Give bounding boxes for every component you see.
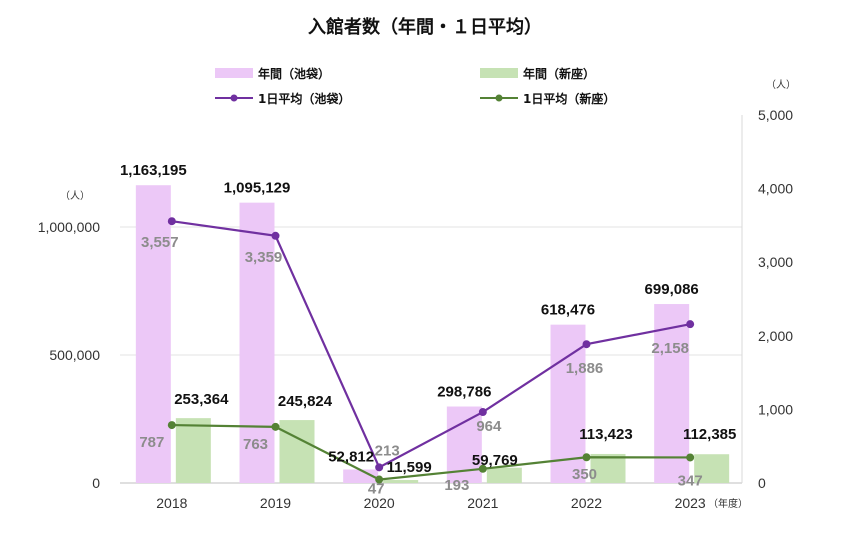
- left-axis-ticks: 0 500,000 1,000,000: [38, 219, 101, 491]
- label-annual-ikebukuro: 298,786: [437, 384, 491, 401]
- point-ikebukuro-2019: [271, 231, 280, 240]
- label-annual-niiza: 253,364: [174, 391, 229, 408]
- bars: [135, 185, 730, 483]
- legend-marker-ikebukuro-daily: [230, 94, 238, 102]
- x-tick-label: 2019: [260, 495, 291, 511]
- point-niiza-2023: [686, 453, 695, 462]
- label-annual-ikebukuro: 618,476: [541, 302, 595, 319]
- right-tick-label: 3,000: [758, 254, 793, 270]
- point-niiza-2019: [271, 422, 280, 431]
- legend: 年間（池袋） 年間（新座） 1日平均（池袋） 1日平均（新座）: [215, 66, 615, 106]
- x-tick-label: 2023: [675, 495, 706, 511]
- point-ikebukuro-2020: [375, 463, 384, 472]
- legend-marker-niiza-daily: [495, 94, 503, 102]
- x-tick-label: 2021: [467, 495, 498, 511]
- point-ikebukuro-2022: [582, 340, 591, 349]
- chart-title: 入館者数（年間・１日平均）: [308, 16, 542, 38]
- right-axis-ticks: 0 1,000 2,000 3,000 4,000 5,000: [758, 107, 793, 491]
- label-daily-ikebukuro: 1,886: [566, 360, 604, 377]
- label-daily-niiza: 350: [572, 466, 597, 483]
- label-daily-niiza: 787: [139, 434, 164, 451]
- label-annual-niiza: 11,599: [387, 459, 432, 476]
- label-daily-ikebukuro: 213: [375, 442, 400, 459]
- label-daily-ikebukuro: 964: [476, 418, 502, 435]
- point-niiza-2018: [167, 421, 176, 430]
- right-tick-label: 2,000: [758, 328, 793, 344]
- lines: [167, 217, 695, 484]
- left-tick-label: 500,000: [49, 347, 100, 363]
- line-ikebukuro-daily: [171, 220, 691, 469]
- label-annual-niiza: 59,769: [472, 452, 518, 469]
- legend-label-niiza-annual: 年間（新座）: [523, 66, 595, 81]
- bar-niiza-2019: [279, 420, 315, 483]
- label-daily-niiza: 347: [678, 472, 703, 489]
- label-daily-niiza: 193: [444, 477, 469, 494]
- line-niiza-daily: [171, 423, 691, 481]
- label-daily-niiza: 47: [368, 481, 385, 498]
- bar-niiza-2020: [383, 480, 419, 483]
- point-ikebukuro-2018: [167, 217, 176, 226]
- label-annual-ikebukuro: 52,812: [328, 448, 374, 465]
- right-tick-label: 4,000: [758, 181, 793, 197]
- legend-swatch-ikebukuro-annual: [215, 68, 253, 78]
- bar-niiza-2021: [486, 467, 522, 483]
- bar-ikebukuro-2019: [239, 202, 275, 483]
- bar-ikebukuro-2018: [135, 185, 171, 483]
- label-daily-ikebukuro: 2,158: [651, 340, 689, 357]
- bar-niiza-2023: [694, 454, 730, 483]
- point-niiza-2021: [478, 464, 487, 473]
- point-ikebukuro-2021: [478, 408, 487, 417]
- label-annual-ikebukuro: 699,086: [645, 281, 699, 298]
- right-tick-label: 5,000: [758, 107, 793, 123]
- bar-ikebukuro-2022: [550, 324, 586, 483]
- legend-label-ikebukuro-daily: 1日平均（池袋）: [258, 91, 350, 106]
- label-daily-ikebukuro: 3,557: [141, 234, 179, 251]
- bar-niiza-2018: [175, 418, 211, 483]
- left-axis-unit: （人）: [60, 190, 90, 202]
- point-niiza-2020: [375, 475, 384, 484]
- bar-ikebukuro-2020: [343, 469, 379, 483]
- x-axis-ticks: 2018 2019 2020 2021 2022 2023: [156, 495, 706, 511]
- left-tick-label: 0: [92, 475, 100, 491]
- label-annual-niiza: 112,385: [683, 426, 736, 443]
- data-labels: 1,163,195 1,095,129 52,812 298,786 618,476 69…: [120, 162, 736, 497]
- label-daily-niiza: 763: [243, 436, 268, 453]
- legend-label-niiza-daily: 1日平均（新座）: [523, 91, 615, 106]
- label-annual-niiza: 245,824: [278, 393, 333, 410]
- left-tick-label: 1,000,000: [38, 219, 100, 235]
- x-tick-label: 2022: [571, 495, 602, 511]
- right-tick-label: 1,000: [758, 401, 793, 417]
- x-axis-unit: （年度）: [708, 497, 748, 510]
- bar-niiza-2022: [590, 453, 626, 483]
- bar-ikebukuro-2023: [654, 304, 690, 483]
- right-tick-label: 0: [758, 475, 766, 491]
- point-ikebukuro-2023: [686, 320, 695, 329]
- legend-label-ikebukuro-annual: 年間（池袋）: [258, 66, 330, 81]
- x-tick-label: 2020: [364, 495, 395, 511]
- label-annual-niiza: 113,423: [579, 426, 632, 443]
- label-daily-ikebukuro: 3,359: [245, 249, 283, 266]
- right-axis-unit: （人）: [766, 79, 796, 91]
- gridlines: [120, 115, 743, 484]
- legend-swatch-niiza-annual: [480, 68, 518, 78]
- x-tick-label: 2018: [156, 495, 187, 511]
- label-annual-ikebukuro: 1,095,129: [224, 180, 291, 197]
- label-annual-ikebukuro: 1,163,195: [120, 162, 187, 179]
- point-niiza-2022: [582, 453, 591, 462]
